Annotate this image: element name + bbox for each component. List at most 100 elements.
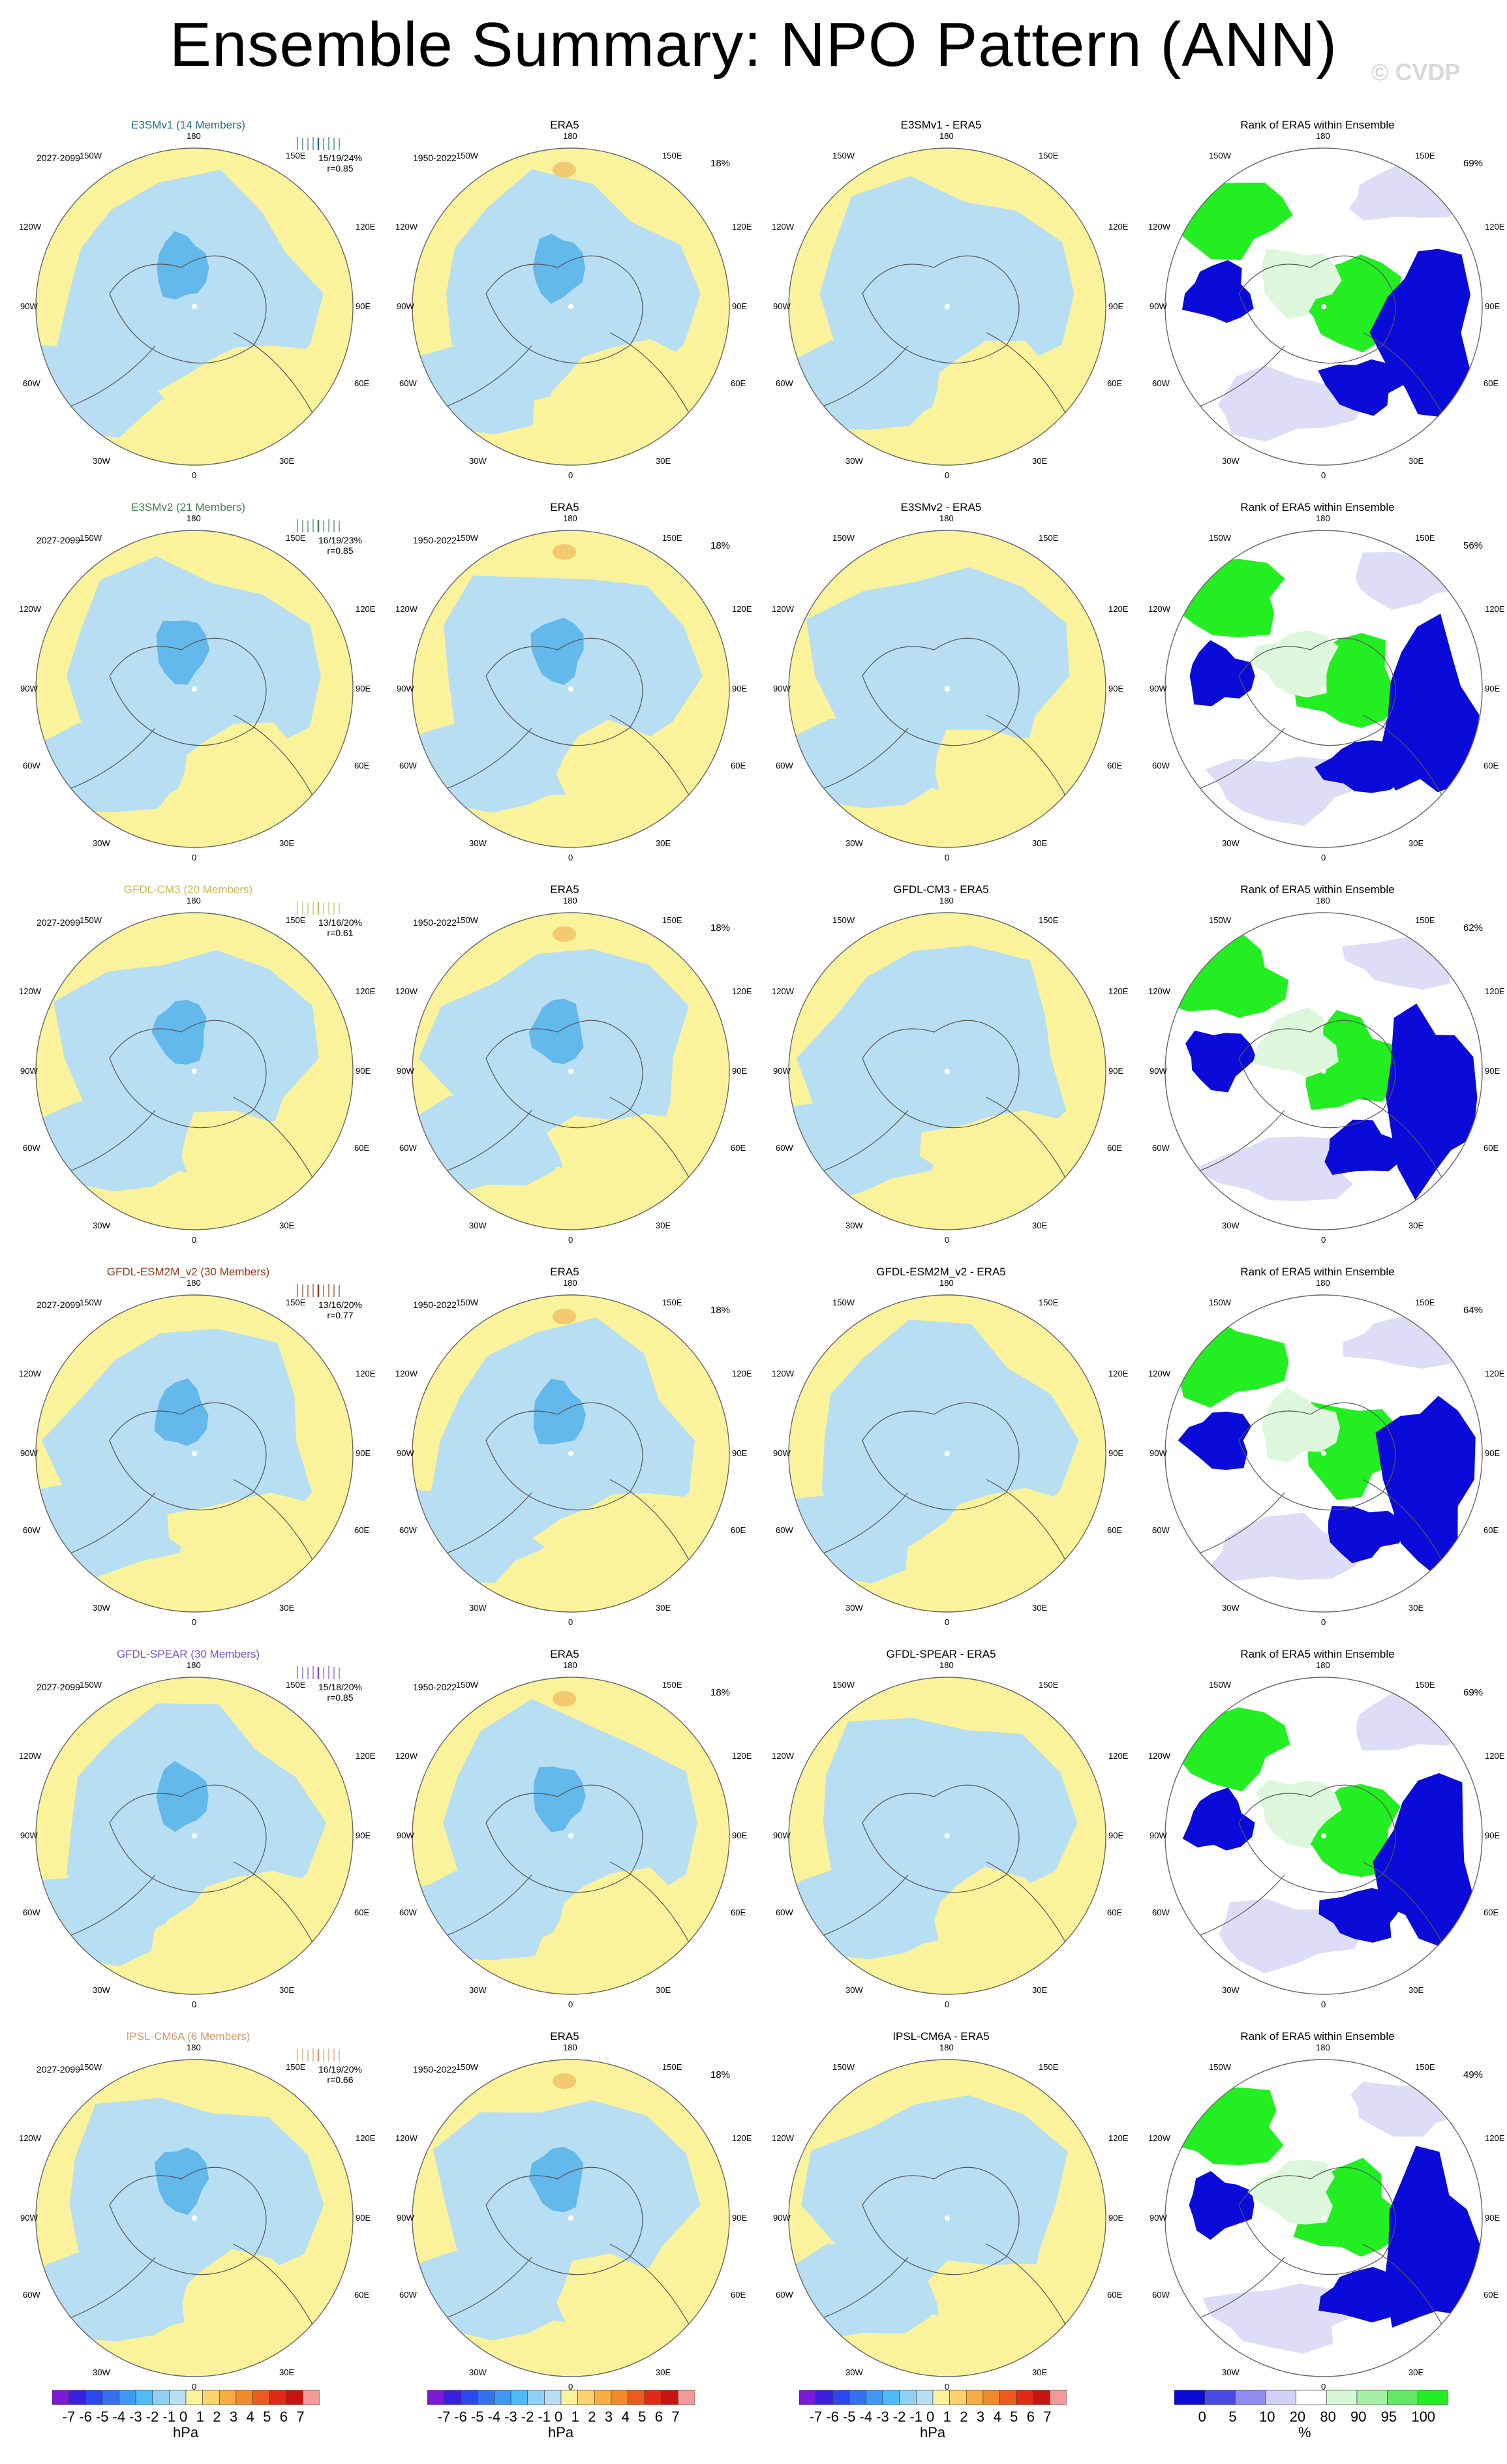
longitude-label: 180 (187, 513, 201, 523)
panel-title: IPSL-CM6A - ERA5 (892, 2030, 990, 2043)
strong-negative-region (151, 999, 207, 1065)
coastline (109, 637, 267, 746)
pole-marker (192, 1069, 197, 1074)
colorbar-swatch (832, 2390, 850, 2405)
longitude-label: 0 (192, 470, 197, 480)
longitude-label: 150W (80, 915, 102, 925)
longitude-label: 30W (845, 838, 863, 848)
longitude-label: 120W (772, 986, 794, 996)
pole-marker (568, 304, 573, 309)
positive-region (182, 2249, 339, 2347)
panel-title: ERA5 (550, 1648, 579, 1660)
longitude-label: 180 (1316, 131, 1330, 141)
longitude-label: 120W (395, 1369, 418, 1378)
longitude-label: 30E (279, 1221, 295, 1230)
rank-region (1305, 1010, 1405, 1110)
positive-region (175, 722, 341, 817)
colorbar-tick: -2 (145, 2409, 159, 2425)
rank-region (1165, 2087, 1284, 2166)
colorbar-tick: 10 (1259, 2409, 1275, 2425)
colorbar-swatch (594, 2390, 612, 2405)
longitude-label: 120E (356, 1751, 376, 1761)
longitude-label: 180 (939, 896, 954, 905)
coastline (109, 255, 267, 364)
rank-region (1378, 613, 1480, 793)
map-panel-model: 180 0 150W 150E 120W 120E 90W 90E 60W 60E 30W 30E GF… (0, 1232, 376, 1627)
panel-title: GFDL-SPEAR - ERA5 (886, 1648, 996, 1660)
pole-marker (1321, 2215, 1326, 2221)
polar-map (35, 530, 354, 848)
rank-percent: 64% (1463, 1305, 1484, 1316)
strong-negative-region (154, 2148, 209, 2215)
ensemble-stats: 16/19/20% r=0.66 (318, 2064, 362, 2085)
longitude-label: 150E (662, 1298, 682, 1307)
pole-marker (192, 1833, 197, 1838)
map-boundary (35, 530, 354, 848)
coastline (1238, 1020, 1396, 1129)
longitude-label: 30W (845, 1985, 863, 1995)
longitude-label: 90W (20, 1066, 38, 1076)
colorbar-swatch (303, 2390, 320, 2405)
longitude-label: 0 (192, 853, 197, 862)
map-boundary (35, 1677, 354, 1995)
colorbar-swatch (252, 2390, 270, 2405)
years-label: 1950-2022 (413, 535, 457, 545)
map-panel-model: 180 0 150W 150E 120W 120E 90W 90E 60W 60E 30W 30E GF… (0, 1614, 376, 2009)
map-panel-rank: 180 0 150W 150E 120W 120E 90W 90E 60W 60E 30W 30E Ra… (1129, 85, 1506, 480)
longitude-label: 120W (395, 1751, 418, 1761)
colorbar-swatch (477, 2390, 495, 2405)
longitude-label: 60W (23, 2290, 40, 2300)
longitude-label: 0 (945, 2000, 950, 2009)
longitude-label: 0 (1321, 470, 1326, 480)
colorbar-unit: % (1298, 2424, 1311, 2441)
map-panel-diff: 180 0 150W 150E 120W 120E 90W 90E 60W 60E 30W 30E GF… (753, 1232, 1129, 1627)
longitude-label: 90E (356, 684, 371, 693)
colorbar-tick: 3 (604, 2409, 613, 2425)
map-panel-obs: 180 0 150W 150E 120W 120E 90W 90E 60W 60E 30W 30E ER… (376, 849, 753, 1245)
positive-region (935, 729, 1092, 828)
colorbar-swatch (1265, 2390, 1296, 2405)
longitude-label: 60W (776, 1908, 793, 1917)
longitude-label: 120E (1485, 2133, 1505, 2143)
longitude-label: 60E (1484, 1908, 1499, 1917)
colorbar-swatch (269, 2390, 287, 2405)
years-label: 2027-2099 (37, 1300, 80, 1310)
longitude-label: 120E (1108, 1751, 1129, 1761)
longitude-label: 150E (1415, 2062, 1435, 2072)
longitude-label: 120E (732, 986, 752, 996)
map-boundary (412, 912, 730, 1230)
longitude-label: 150E (1415, 915, 1435, 925)
longitude-label: 90W (397, 684, 414, 693)
longitude-label: 0 (1321, 1235, 1326, 1245)
map-panel-model: 180 0 150W 150E 120W 120E 90W 90E 60W 60E 30W 30E GF… (0, 849, 376, 1245)
polar-map (788, 1677, 1106, 1995)
longitude-label: 30W (1222, 1221, 1240, 1230)
pole-marker (945, 1833, 950, 1838)
longitude-label: 150W (832, 2062, 855, 2072)
rank-region (1384, 2146, 1480, 2328)
colorbar-tick: 1 (943, 2409, 951, 2425)
explained-variance: 18% (710, 540, 731, 551)
colorbar-swatch (427, 2390, 444, 2405)
longitude-label: 150E (1415, 533, 1435, 543)
longitude-label: 60E (1484, 2290, 1499, 2300)
map-panel-rank: 180 0 150W 150E 120W 120E 90W 90E 60W 60E 30W 30E Ra… (1129, 1614, 1506, 2009)
polar-map (788, 530, 1106, 848)
longitude-label: 90E (1485, 301, 1500, 311)
panel-title: ERA5 (550, 501, 579, 513)
longitude-label: 30E (656, 2367, 671, 2377)
strong-positive-region (553, 1691, 576, 1707)
longitude-label: 120E (356, 986, 376, 996)
longitude-label: 120W (1148, 222, 1170, 232)
polar-map (412, 912, 730, 1230)
longitude-label: 30E (279, 456, 295, 466)
colorbar-swatch (799, 2390, 816, 2405)
colorbar-tick: 100 (1411, 2409, 1436, 2425)
longitude-label: 0 (945, 1235, 950, 1245)
longitude-label: 90E (732, 684, 748, 693)
longitude-label: 150W (456, 915, 478, 925)
coastline (862, 1020, 1020, 1129)
colorbar-swatch (527, 2390, 545, 2405)
longitude-label: 60E (1484, 378, 1499, 388)
longitude-label: 90E (732, 301, 748, 311)
